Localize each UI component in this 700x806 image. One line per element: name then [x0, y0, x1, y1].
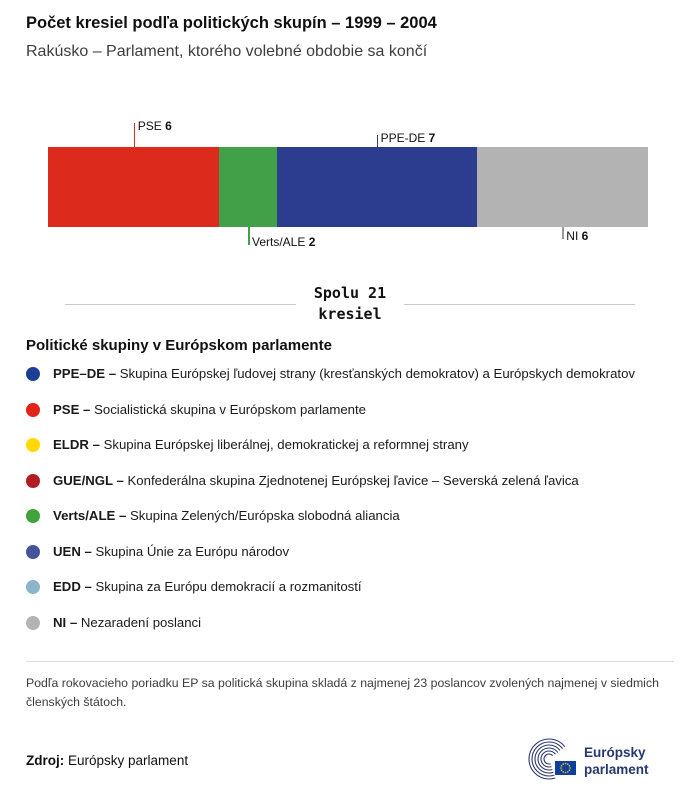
legend-label: PPE–DE – Skupina Európskej ľudovej stran… — [53, 366, 635, 381]
bar-label-text-ppe-de: PPE-DE 7 — [380, 131, 436, 145]
source-text: Európsky parlament — [68, 752, 189, 768]
legend-label: ELDR – Skupina Európskej liberálnej, dem… — [53, 437, 469, 452]
legend-list: PPE–DE – Skupina Európskej ľudovej stran… — [26, 366, 674, 631]
legend-item: NI – Nezaradení poslanci — [26, 615, 674, 632]
legend-label: EDD – Skupina za Európu demokracií a roz… — [53, 579, 362, 594]
footnote-divider — [26, 661, 674, 662]
legend-color-dot — [26, 473, 40, 488]
legend-label: Verts/ALE – Skupina Zelených/Európska sl… — [53, 508, 400, 523]
source-label: Zdroj: — [26, 752, 65, 768]
legend-item: PSE – Socialistická skupina v Európskom … — [26, 402, 674, 419]
total-seats-label: Spolu 21 kresiel — [296, 283, 404, 325]
legend-label: NI – Nezaradení poslanci — [53, 614, 202, 630]
legend-item: ELDR – Skupina Európskej liberálnej, dem… — [26, 437, 674, 454]
stacked-bar — [48, 147, 648, 227]
bottom-row: Zdroj: Európsky parlament — [26, 734, 674, 786]
page-title: Počet kresiel podľa politických skupín –… — [26, 14, 437, 32]
bar-label-tick-ni — [562, 227, 564, 239]
bar-label-tick-ppe-de — [376, 135, 379, 147]
hemicycle-arcs-icon — [528, 738, 570, 780]
legend-color-dot — [26, 544, 40, 559]
legend-title: Politické skupiny v Európskom parlamente — [26, 337, 332, 354]
legend-label: PSE – Socialistická skupina v Európskom … — [53, 401, 366, 417]
legend-color-dot — [26, 438, 40, 453]
european-parliament-logo-icon: Európsky parlament — [528, 738, 649, 780]
total-seats-line2: kresiel — [318, 305, 382, 323]
eu-flag-icon — [555, 761, 576, 776]
legend-item: EDD – Skupina za Európu demokracií a roz… — [26, 579, 674, 596]
total-seats-line1: Spolu 21 — [313, 284, 387, 302]
legend-color-dot — [26, 615, 40, 630]
legend-item: UEN – Skupina Únie za Európu národov — [26, 544, 674, 561]
legend-item: PPE–DE – Skupina Európskej ľudovej stran… — [26, 366, 674, 383]
logo-text-line1: Európsky — [584, 745, 646, 760]
bar-segment-pse — [48, 147, 220, 227]
footnote: Podľa rokovacieho poriadku EP sa politic… — [26, 676, 659, 710]
legend-item: GUE/NGL – Konfederálna skupina Zjednoten… — [26, 473, 674, 490]
summary-rule-right — [404, 303, 635, 305]
legend-label: GUE/NGL – Konfederálna skupina Zjednoten… — [53, 472, 579, 488]
bar-label-tick-verts-ale — [248, 227, 250, 245]
bar-label-text-verts-ale: Verts/ALE 2 — [252, 235, 316, 249]
summary-rule-left — [65, 303, 296, 305]
legend-color-dot — [26, 367, 40, 382]
bar-segment-verts-ale — [219, 147, 277, 227]
bar-label-tick-pse — [133, 123, 136, 147]
legend-item: Verts/ALE – Skupina Zelených/Európska sl… — [26, 508, 674, 525]
logo-text-line2: parlament — [584, 762, 649, 777]
bar-segment-ni — [476, 147, 648, 227]
bar-label-text-ni: NI 6 — [566, 229, 589, 243]
legend-label: UEN – Skupina Únie za Európu národov — [53, 543, 290, 559]
page-subtitle: Rakúsko – Parlament, ktorého volebné obd… — [26, 43, 428, 60]
total-summary: Spolu 21 kresiel — [65, 283, 635, 325]
legend-color-dot — [26, 402, 40, 417]
bar-segment-ppe-de — [276, 147, 477, 227]
bar-label-text-pse: PSE 6 — [137, 119, 172, 133]
legend-color-dot — [26, 580, 40, 595]
source-line: Zdroj: Európsky parlament — [26, 753, 188, 768]
legend-color-dot — [26, 509, 40, 524]
seats-chart: PSE 6 Verts/ALE 2 PPE-DE 7 NI 6 — [48, 117, 648, 257]
